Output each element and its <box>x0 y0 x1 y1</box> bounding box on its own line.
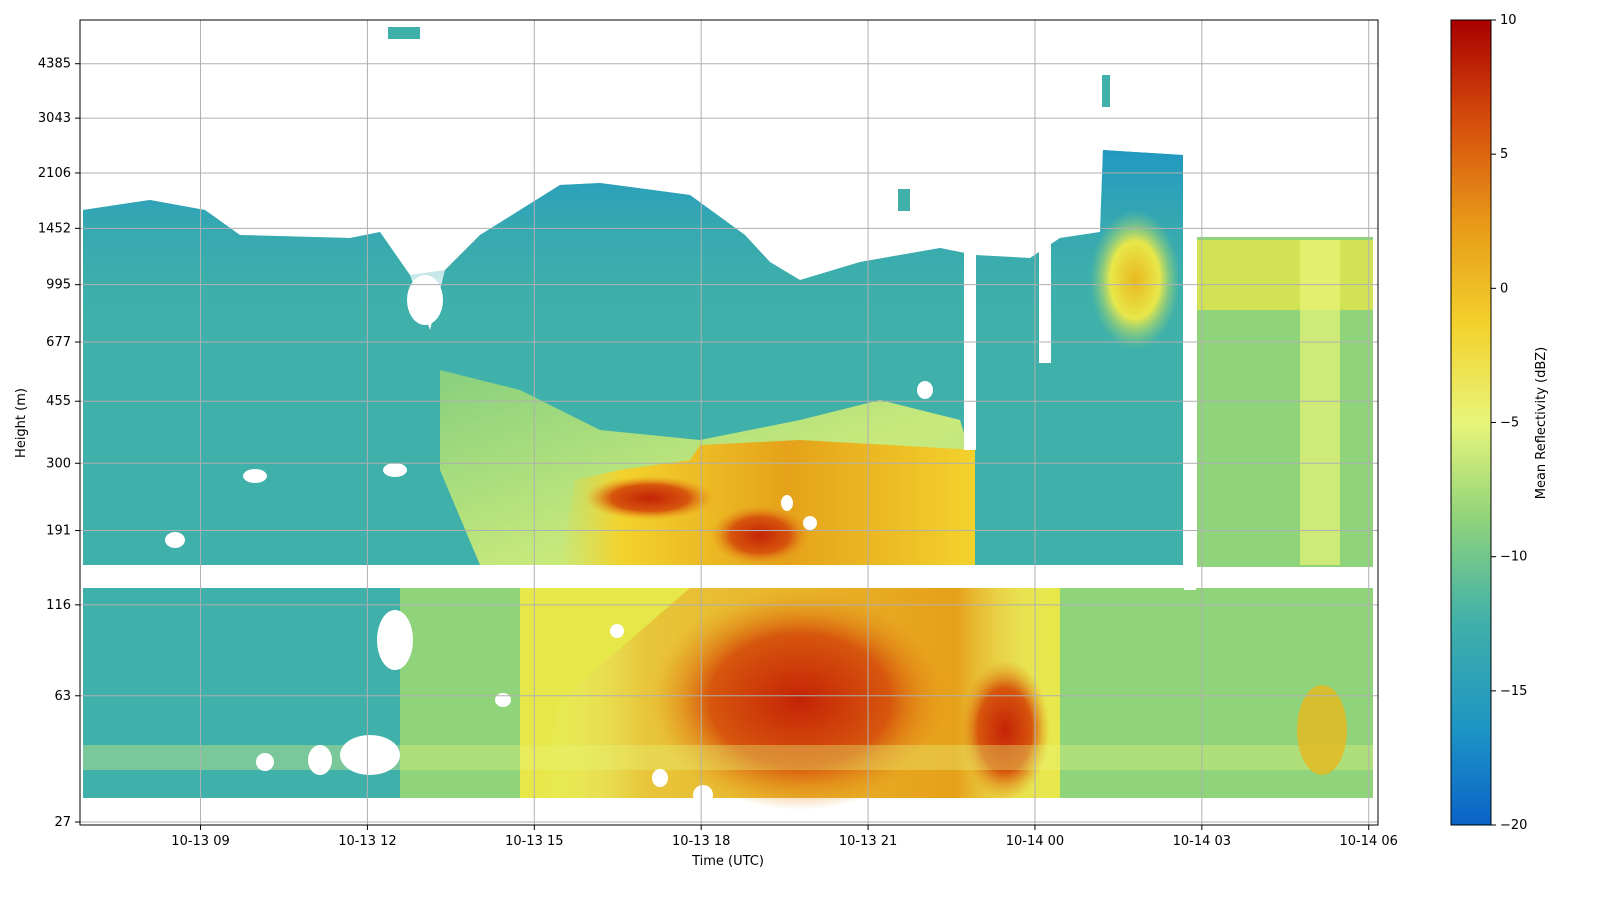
missing-patch-13 <box>803 516 817 530</box>
colorbar: 10 5 0 −5 −10 −15 −20 Mean Reflectivity (dBZ) <box>1450 13 1549 833</box>
colorbar-tick-label: 10 <box>1500 13 1517 28</box>
missing-patch-6 <box>256 753 274 771</box>
x-axis-label: Time (UTC) <box>691 854 764 869</box>
reflectivity-core-surface-2 <box>960 660 1050 800</box>
missing-patch-8 <box>383 463 407 477</box>
colorbar-tick-label: −5 <box>1500 416 1519 431</box>
colorbar-tick-label: −15 <box>1500 684 1527 699</box>
y-tick-label: 63 <box>54 689 71 704</box>
x-tick-label: 10-14 06 <box>1340 834 1398 849</box>
missing-column-3 <box>1184 150 1196 590</box>
y-tick-label: 1452 <box>38 221 71 236</box>
x-tick-label: 10-13 09 <box>171 834 229 849</box>
missing-patch-10 <box>652 769 668 787</box>
y-tick-label: 116 <box>46 598 71 613</box>
colorbar-tick-label: 5 <box>1500 147 1508 162</box>
y-tick-label: 455 <box>46 394 71 409</box>
x-tick-label: 10-13 21 <box>839 834 897 849</box>
missing-patch-9 <box>917 381 933 399</box>
y-tick-label: 995 <box>46 278 71 293</box>
post-0300-layer <box>1197 240 1373 310</box>
missing-height-band <box>80 567 1378 588</box>
missing-patch-12 <box>781 495 793 511</box>
plot-frame <box>79 19 1379 826</box>
x-tick-label: 10-13 12 <box>338 834 396 849</box>
colorbar-tick-label: 0 <box>1500 281 1508 296</box>
surface-echo-0500 <box>1297 685 1347 775</box>
colorbar-tick-label: −20 <box>1500 818 1527 833</box>
boundary-layer-echo-aloft <box>560 440 975 565</box>
y-tick-label: 677 <box>46 335 71 350</box>
x-axis-ticks: 10-13 09 10-13 12 10-13 15 10-13 18 10-13 21… <box>171 825 1398 849</box>
x-tick-label: 10-14 00 <box>1006 834 1064 849</box>
reflectivity-field <box>80 27 1378 810</box>
x-tick-label: 10-13 18 <box>672 834 730 849</box>
y-tick-label: 27 <box>54 815 71 830</box>
missing-patch-1 <box>407 275 443 325</box>
isolated-echo-3 <box>1102 75 1110 107</box>
missing-patch-4 <box>308 745 332 775</box>
missing-patch-15 <box>693 785 713 805</box>
colorbar-ticks: 10 5 0 −5 −10 −15 −20 <box>1491 13 1527 833</box>
y-tick-label: 191 <box>46 524 71 539</box>
post-0300-column <box>1300 240 1340 565</box>
colorbar-gradient <box>1450 19 1492 826</box>
missing-patch-14 <box>610 624 624 638</box>
missing-column-1 <box>964 250 976 450</box>
y-tick-label: 300 <box>46 456 71 471</box>
missing-patch-7 <box>243 469 267 483</box>
reflectivity-core-aloft <box>585 476 715 520</box>
isolated-echo-1 <box>388 27 420 39</box>
surface-stripe <box>83 745 1373 770</box>
missing-patch-11 <box>495 693 511 707</box>
reflectivity-core-surface <box>650 590 950 810</box>
y-axis-label: Height (m) <box>14 388 29 458</box>
x-tick-label: 10-14 03 <box>1173 834 1231 849</box>
isolated-echo-2 <box>898 189 910 211</box>
colorbar-label: Mean Reflectivity (dBZ) <box>1534 347 1549 500</box>
colorbar-tick-label: −10 <box>1500 550 1527 565</box>
missing-patch-3 <box>340 735 400 775</box>
reflectivity-core-aloft-2 <box>710 505 810 565</box>
missing-patch-5 <box>165 532 185 548</box>
y-tick-label: 2106 <box>38 166 71 181</box>
y-axis-ticks: 27 63 116 191 300 455 677 995 1452 2106 3043 4385 <box>38 57 80 830</box>
y-tick-label: 3043 <box>38 111 71 126</box>
y-tick-label: 4385 <box>38 57 71 72</box>
missing-column-2 <box>1039 238 1051 363</box>
grid-lines <box>80 20 1378 825</box>
x-tick-label: 10-13 15 <box>505 834 563 849</box>
upper-elevated-echo <box>1090 210 1180 350</box>
missing-patch-2 <box>377 610 413 670</box>
